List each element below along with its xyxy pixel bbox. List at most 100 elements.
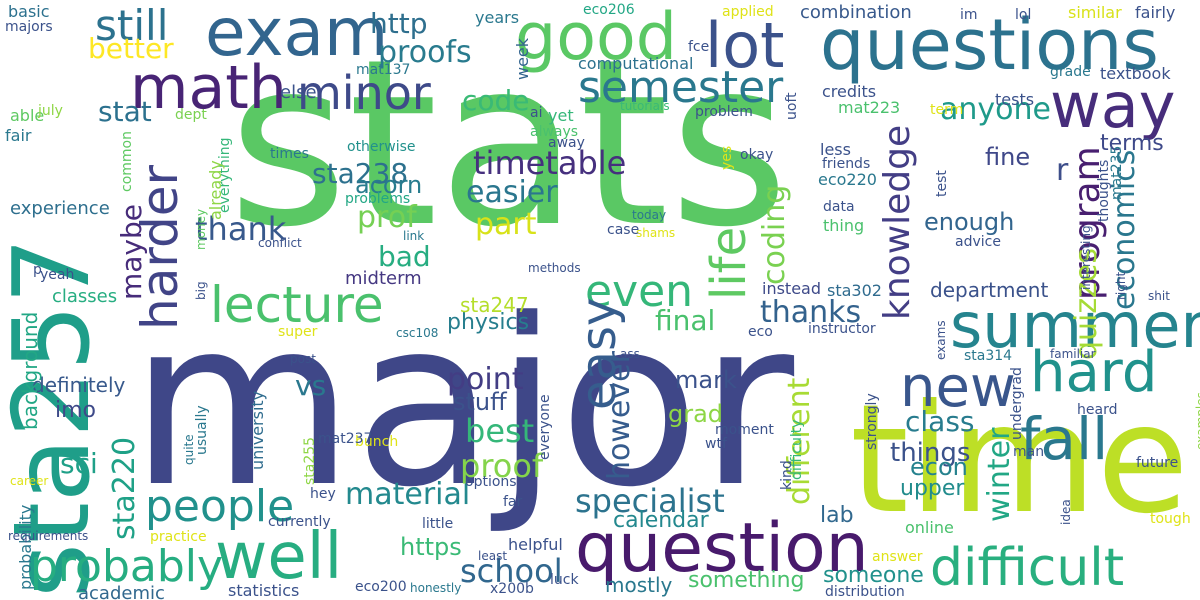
- word-imo: imo: [55, 398, 97, 423]
- word-sci: sci: [60, 447, 98, 480]
- word-kind: kind: [779, 460, 795, 490]
- word-best: best: [465, 412, 535, 450]
- word-eco200: eco200: [355, 579, 407, 595]
- word-little: little: [422, 516, 454, 532]
- word-sta238: sta238: [312, 157, 409, 190]
- word-money: money: [194, 208, 208, 250]
- word-years: years: [475, 8, 520, 27]
- word-common: common: [119, 131, 135, 192]
- word-ass: ass: [620, 347, 640, 361]
- word-week: week: [513, 37, 532, 80]
- word-im: im: [960, 7, 978, 23]
- word-well: well: [215, 520, 343, 594]
- word-acorn: acorn: [355, 171, 423, 199]
- word-otherwise: otherwise: [347, 139, 416, 155]
- word-school: school: [460, 552, 563, 590]
- word-bunch: bunch: [355, 434, 399, 450]
- word-mark: mark: [675, 366, 737, 394]
- word-lol: lol: [1015, 7, 1032, 23]
- word-idea: idea: [1059, 499, 1073, 525]
- word-background: background: [18, 311, 42, 430]
- word-p: p: [33, 262, 42, 278]
- word-major: major: [130, 271, 795, 538]
- word-instead: instead: [762, 279, 821, 298]
- word-practice: practice: [150, 529, 207, 545]
- word-midterm: midterm: [345, 268, 422, 289]
- word-answer: answer: [872, 549, 923, 565]
- word-specialist: specialist: [575, 482, 725, 520]
- word-shit: shit: [1148, 289, 1170, 303]
- word-thanks: thanks: [760, 295, 862, 330]
- word-luck: luck: [550, 572, 579, 588]
- word-tough: tough: [1150, 511, 1191, 527]
- word-wtf: wtf: [705, 436, 727, 452]
- word-http: http: [370, 7, 428, 40]
- word-eco206: eco206: [583, 2, 635, 18]
- word-mat237: mat237: [318, 431, 373, 447]
- word-else: else: [280, 82, 317, 103]
- word-point: point: [447, 362, 524, 397]
- word-x200b: x200b: [490, 581, 534, 597]
- word-terms: terms: [1100, 131, 1164, 156]
- word-coding: coding: [757, 184, 792, 285]
- word-methods: methods: [528, 261, 581, 275]
- word-familiar: familiar: [1050, 347, 1096, 361]
- word-easier: easier: [466, 175, 558, 210]
- word-everyone: everyone: [537, 394, 553, 460]
- word-proof: proof: [460, 447, 544, 485]
- word-knowledge: knowledge: [877, 124, 918, 320]
- word-grade: grade: [1050, 64, 1091, 80]
- word-lot: lot: [705, 9, 785, 82]
- word-dept: dept: [175, 107, 207, 123]
- word-far: far: [503, 494, 523, 510]
- word-anyone: anyone: [940, 92, 1051, 127]
- word-test: test: [934, 170, 950, 197]
- word-majors: majors: [5, 19, 53, 35]
- word-definitely: definitely: [32, 373, 126, 397]
- word-sta255: sta255: [302, 436, 318, 485]
- word-options: options: [465, 474, 517, 490]
- word-currently: currently: [268, 514, 331, 530]
- word-part: part: [475, 207, 537, 242]
- word-exam: exam: [205, 0, 389, 71]
- word-examples: examples: [1194, 392, 1200, 450]
- word-right: right: [1114, 271, 1128, 300]
- word-calendar: calendar: [613, 508, 709, 533]
- word-friends: friends: [822, 156, 871, 172]
- word-hey: hey: [310, 486, 336, 502]
- word-tests: tests: [995, 90, 1035, 109]
- word-stats: stats: [228, 11, 789, 278]
- word-timetable: timetable: [473, 144, 627, 182]
- word-semester: semester: [578, 62, 784, 113]
- word-stuff: stuff: [453, 388, 507, 416]
- word-fall: fall: [1020, 405, 1109, 473]
- word-problems: problems: [345, 191, 411, 207]
- word-honestly: honestly: [410, 581, 462, 595]
- word-similar: similar: [1068, 3, 1122, 22]
- word-new: new: [900, 355, 1016, 420]
- word-online: online: [905, 518, 954, 537]
- word-classes: classes: [52, 286, 118, 307]
- word-eco: eco: [748, 324, 773, 340]
- word-code: code: [462, 84, 530, 117]
- word-minor: minor: [297, 66, 431, 120]
- word-big: big: [194, 281, 208, 300]
- word-yes: yes: [719, 145, 735, 170]
- word-lecture: lecture: [210, 276, 384, 334]
- word-strongly: strongly: [864, 393, 880, 450]
- word-econ: econ: [910, 453, 968, 481]
- word-mostly: mostly: [605, 573, 673, 597]
- word-r: r: [1056, 153, 1069, 188]
- word-difficult: difficult: [930, 538, 1125, 598]
- word-ai: ai: [530, 105, 543, 121]
- word-usually: usually: [194, 405, 210, 455]
- word-mat223: mat223: [838, 98, 901, 117]
- word-stat: stat: [98, 95, 152, 128]
- word-least: least: [478, 549, 508, 563]
- word-lab: lab: [820, 503, 854, 528]
- word-distribution: distribution: [825, 584, 905, 600]
- word-prof: prof: [357, 200, 417, 235]
- word-yet: yet: [548, 106, 574, 125]
- word-material: material: [345, 477, 471, 512]
